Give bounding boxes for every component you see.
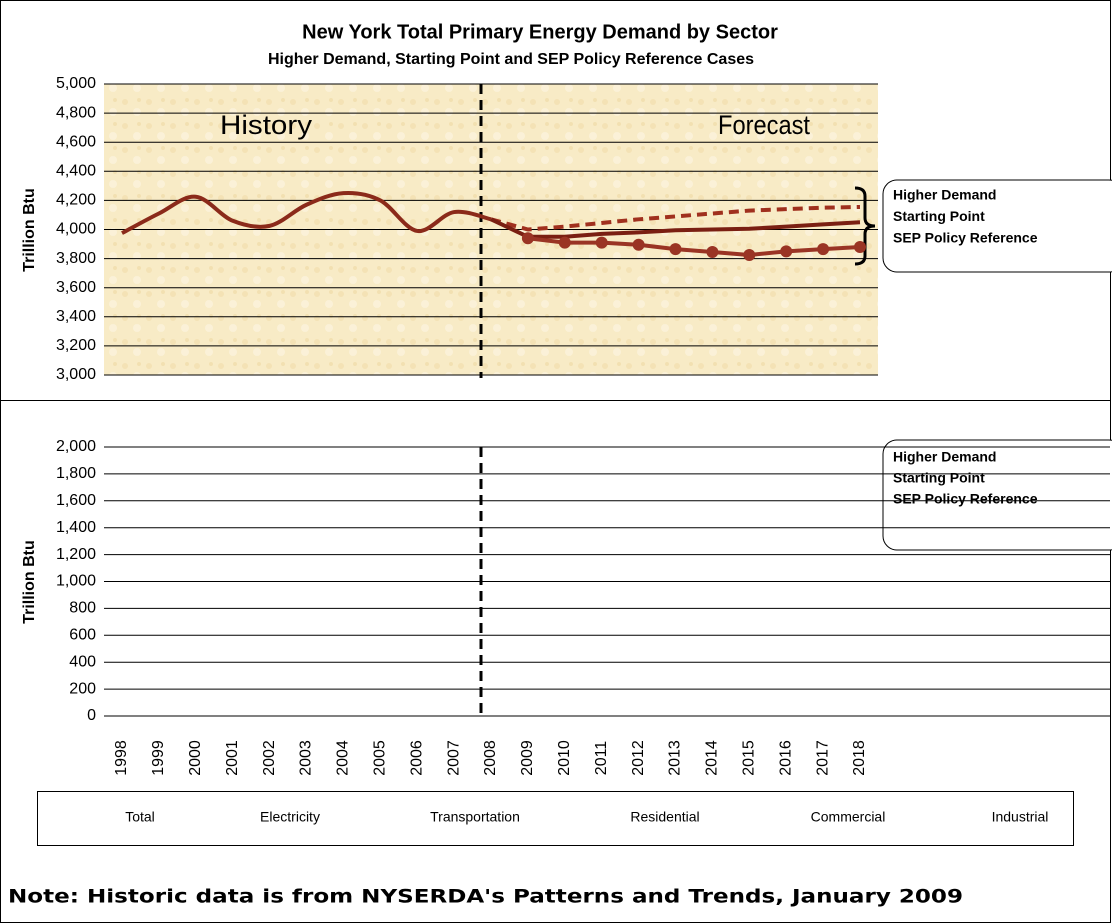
y-tick-label: 1,800 [56,465,96,482]
y-tick-label: 1,000 [56,573,96,590]
x-tick-label: 2004 [335,740,352,776]
legend-label: Residential [630,809,699,825]
y-tick-label: 4,000 [56,221,96,238]
y-tick-label: 400 [69,653,96,670]
bracket [854,186,876,266]
y-tick-label: 1,400 [56,519,96,536]
y-tick-label: 1,600 [56,492,96,509]
x-tick-label: 2003 [298,740,315,776]
y-tick-label: 0 [87,707,96,724]
x-tick-label: 2000 [187,740,204,776]
x-tick-label: 2005 [372,740,389,776]
y-axis-label: Trillion Btu [21,540,38,624]
y-tick-label: 3,400 [56,308,96,325]
legend-label: Higher Demand [893,187,996,203]
x-tick-label: 2008 [482,740,499,776]
callout-box [882,439,1112,551]
annotation: History [220,110,313,140]
marker [669,243,682,256]
marker [743,248,756,261]
marker [558,236,571,249]
callout-box [882,179,1112,273]
callout-label: Higher Demand [893,449,996,465]
x-tick-label: 2006 [408,740,425,776]
series-line [527,236,861,257]
y-tick-label: 3,800 [56,250,96,267]
chart-subtitle: Higher Demand, Starting Point and SEP Po… [268,51,754,68]
legend-label: Total [125,809,155,825]
legend-box [37,791,1074,846]
y-tick-label: 4,600 [56,133,96,150]
x-tick-label: 2012 [630,740,647,776]
annotation: Forecast [718,110,810,140]
x-tick-label: 2017 [814,740,831,776]
chart-title: New York Total Primary Energy Demand by … [302,21,778,43]
x-tick-label: 1999 [150,740,167,776]
marker [780,245,793,258]
y-tick-label: 800 [69,600,96,617]
marker [521,232,534,245]
marker [595,236,608,249]
legend-label: SEP Policy Reference [893,230,1038,246]
x-tick-label: 2002 [261,740,278,776]
callout-label: SEP Policy Reference [893,491,1038,507]
legend-label: Commercial [811,809,886,825]
y-tick-label: 5,000 [56,75,96,92]
y-tick-label: 1,200 [56,546,96,563]
x-tick-label: 2014 [704,740,721,776]
legend-label: Industrial [992,809,1049,825]
legend-label: Electricity [260,809,320,825]
x-tick-label: 2009 [519,740,536,776]
series-line [121,190,492,235]
callout-label: Starting Point [893,470,985,486]
marker [817,243,830,256]
marker [632,238,645,251]
marker [854,240,866,253]
y-tick-label: 3,000 [56,366,96,383]
y-tick-label: 2,000 [56,438,96,455]
y-tick-label: 600 [69,627,96,644]
y-tick-label: 200 [69,680,96,697]
marker [706,246,719,259]
x-tick-label: 2013 [667,740,684,776]
x-tick-label: 2016 [777,740,794,776]
legend-label: Starting Point [893,208,985,224]
note: Note: Historic data is from NYSERDA's Pa… [8,886,963,908]
series-line [490,217,861,239]
series-line [490,204,861,232]
x-tick-label: 2007 [445,740,462,776]
x-tick-label: 2001 [224,740,241,776]
y-axis-label: Trillion Btu [21,188,38,272]
y-tick-label: 4,400 [56,163,96,180]
legend-label: Transportation [430,809,520,825]
x-tick-label: 2015 [741,740,758,776]
y-tick-label: 4,800 [56,104,96,121]
x-tick-label: 2018 [851,740,868,776]
y-tick-label: 3,600 [56,279,96,296]
x-tick-label: 2011 [593,741,610,776]
x-tick-label: 2010 [556,740,573,776]
y-tick-label: 3,200 [56,337,96,354]
y-tick-label: 4,200 [56,192,96,209]
x-tick-label: 1998 [113,740,130,776]
